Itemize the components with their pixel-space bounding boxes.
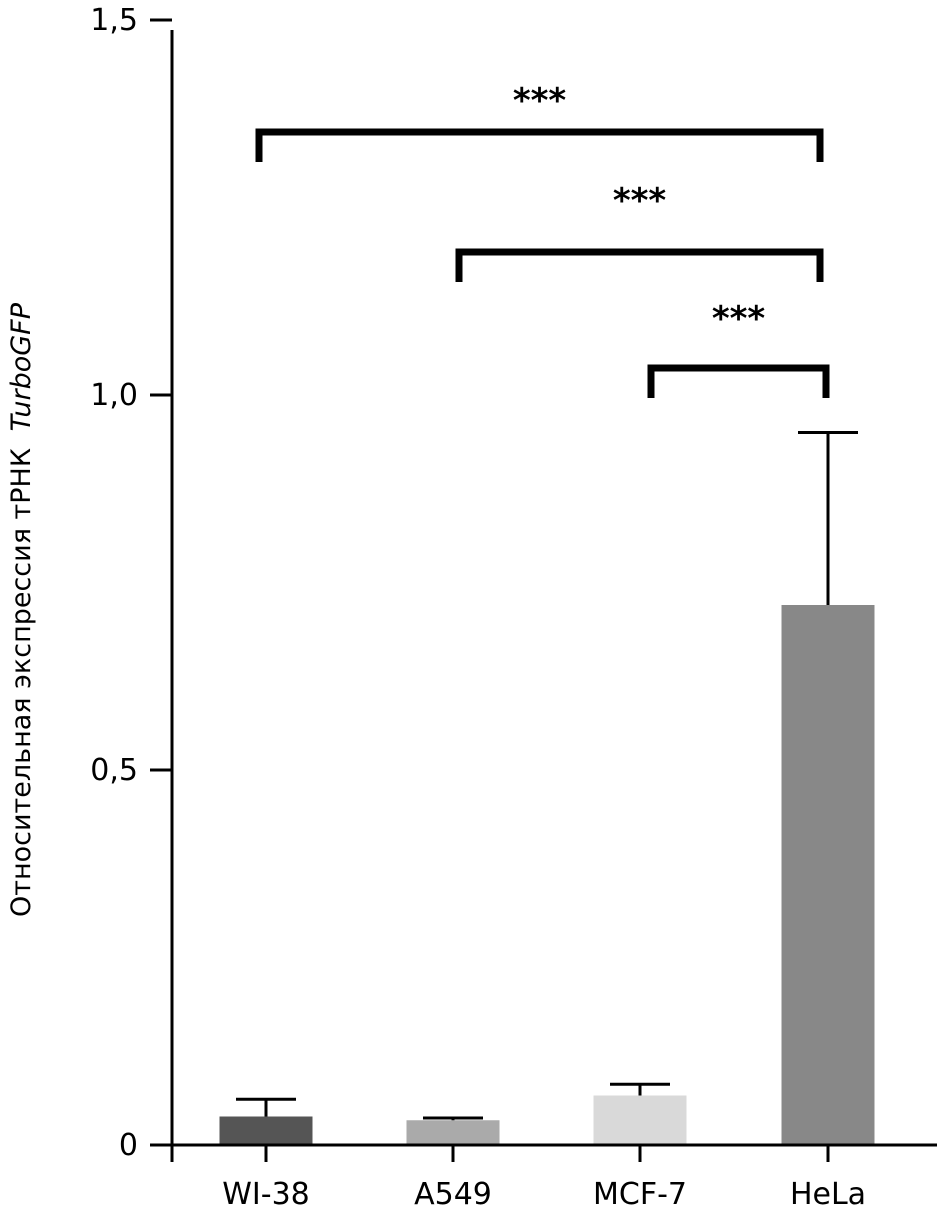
significance-bracket [255,128,824,162]
bar-a549 [406,1120,500,1145]
y-axis-label-text: Относительная экспрессия тРНК [6,448,37,917]
y-tick-label: 0 [119,1128,138,1163]
significance-label: *** [513,81,567,121]
y-axis-label: Относительная экспрессия тРНК TurboGFP [6,302,37,917]
bar-mcf-7 [593,1095,687,1145]
svg-text:Относительная экспрессия тРНК: Относительная экспрессия тРНК TurboGFP [6,302,37,917]
x-tick-label: HeLa [790,1177,866,1212]
x-tick-label: MCF-7 [593,1177,687,1212]
y-tick-label: 1,5 [90,3,138,38]
significance-layer: *** *** *** [255,81,830,398]
error-bars-layer [236,431,858,1121]
x-tick-label: A549 [414,1177,492,1212]
significance-label: *** [712,299,766,339]
bars-layer [219,605,875,1145]
y-tick-label: 0,5 [90,753,138,788]
y-axis-label-italic: TurboGFP [6,302,37,431]
significance-label: *** [613,181,667,221]
axes-layer: 0 0,5 1,0 1,5 WI-38 A549 MCF-7 HeLa [90,3,937,1212]
bar-wi-38 [219,1116,313,1145]
y-tick-label: 1,0 [90,378,138,413]
significance-bracket [455,248,824,282]
bar-hela [781,605,875,1145]
x-tick-label: WI-38 [222,1177,310,1212]
significance-bracket [647,364,830,398]
